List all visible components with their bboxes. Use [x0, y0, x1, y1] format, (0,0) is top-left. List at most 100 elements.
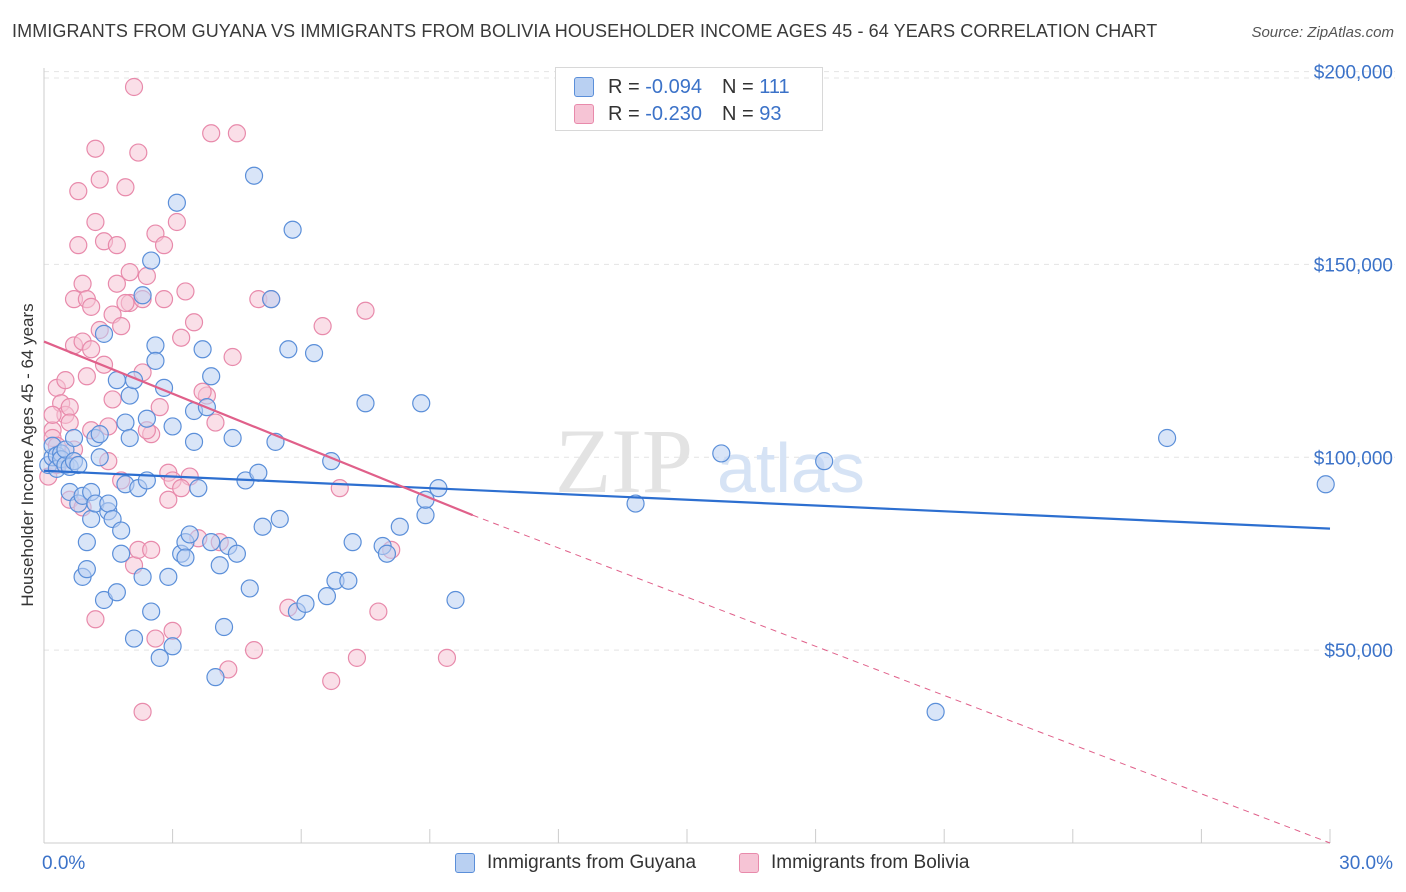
bolivia-point [206, 413, 225, 432]
bolivia-point [244, 641, 264, 660]
legend-label-guyana: Immigrants from Guyana [487, 852, 697, 873]
bolivia-point [60, 398, 79, 417]
bolivia-point [176, 282, 195, 301]
guyana-point [343, 533, 362, 552]
guyana-point [163, 637, 182, 656]
x-tick-label-max: 30.0% [1339, 853, 1393, 874]
guyana-point [202, 367, 221, 386]
r-label: R = [608, 75, 640, 98]
bolivia-point [227, 124, 246, 143]
guyana-point [124, 629, 144, 648]
trend-lines [43, 340, 1331, 844]
r-value: -0.230 [645, 102, 702, 125]
bolivia-point [202, 124, 221, 143]
guyana-point [210, 556, 229, 575]
guyana-point [180, 525, 199, 544]
guyana-point [159, 567, 178, 586]
n-label: N = [721, 75, 754, 98]
legend-label-bolivia: Immigrants from Bolivia [771, 852, 970, 873]
guyana-point [137, 409, 156, 428]
guyana-point [82, 509, 101, 529]
guyana-point [270, 509, 289, 529]
guyana-point [283, 220, 302, 239]
x-tick-labels: 0.0% 30.0% [42, 853, 1393, 874]
guyana-legend-swatch [455, 853, 475, 873]
bolivia-point [73, 274, 92, 293]
bolivia-point [90, 170, 109, 189]
guyana-point [412, 394, 431, 413]
guyana-point [107, 583, 126, 602]
bolivia-point [184, 313, 204, 332]
guyana-point [202, 533, 221, 552]
bolivia-point [223, 347, 242, 367]
legend-stats-row-bolivia: R = -0.230 N = 93 [574, 101, 781, 127]
guyana-point [69, 455, 88, 475]
bolivia-point [69, 236, 88, 255]
guyana-point [146, 336, 165, 355]
y-tick-label: $150,000 [1314, 255, 1393, 276]
bolivia-point [69, 182, 88, 201]
bolivia-point [133, 702, 152, 721]
legend-stats: R = -0.094 N = 111 R = -0.230 N = 93 [555, 67, 823, 131]
y-tick-labels: $50,000 $100,000 $150,000 $200,000 [1314, 63, 1393, 663]
bolivia-point [356, 301, 375, 320]
guyana-point [240, 579, 259, 598]
bolivia-point [116, 293, 135, 313]
guyana-point [206, 668, 225, 687]
bolivia-point [163, 621, 182, 640]
bolivia-swatch [574, 104, 594, 124]
gridlines [44, 71, 1395, 651]
n-value: 93 [759, 102, 782, 125]
bolivia-point [86, 610, 105, 629]
guyana-point [339, 571, 358, 590]
guyana-point [626, 494, 645, 513]
chart-source: Source: ZipAtlas.com [1251, 24, 1394, 41]
guyana-point [1316, 475, 1335, 494]
guyana-point [390, 517, 409, 536]
bolivia-point [172, 328, 191, 347]
guyana-swatch [574, 77, 594, 97]
guyana-point [262, 290, 281, 309]
guyana-point [99, 494, 118, 513]
guyana-point [176, 548, 195, 567]
guyana-point [189, 479, 208, 498]
bolivia-point [137, 266, 156, 286]
bolivia-point [86, 139, 105, 158]
legend-item-guyana[interactable]: Immigrants from Guyana [455, 852, 696, 874]
legend-item-bolivia[interactable]: Immigrants from Bolivia [739, 852, 970, 874]
bolivia-point [124, 77, 144, 97]
guyana-point [356, 394, 375, 413]
guyana-point [184, 432, 204, 451]
bolivia-point [322, 671, 341, 691]
guyana-point [712, 444, 731, 463]
guyana-point [317, 587, 337, 606]
series-bolivia-points [39, 77, 457, 721]
legend-stats-row-guyana: R = -0.094 N = 111 [574, 74, 790, 100]
guyana-point [1158, 428, 1177, 448]
guyana-point [214, 617, 234, 637]
guyana-point [112, 521, 131, 540]
guyana-point [116, 413, 135, 432]
guyana-point [142, 602, 161, 621]
guyana-point [90, 425, 109, 444]
guyana-point [77, 560, 96, 579]
series-guyana-points [39, 166, 1335, 721]
n-label: N = [721, 102, 754, 125]
guyana-point [227, 544, 246, 563]
bolivia-point [172, 479, 191, 498]
guyana-point [77, 533, 96, 552]
guyana-point [94, 324, 114, 343]
guyana-point [193, 340, 212, 359]
guyana-point [253, 517, 272, 536]
bolivia-point [347, 648, 367, 667]
bolivia-point [313, 317, 332, 336]
bolivia-point [103, 390, 122, 409]
guyana-point [416, 506, 435, 525]
guyana-point [304, 344, 324, 363]
bolivia-point [82, 340, 101, 359]
y-tick-label: $200,000 [1314, 63, 1393, 84]
bolivia-point [146, 629, 165, 648]
guyana-point [133, 286, 152, 305]
x-tick-label-min: 0.0% [42, 853, 85, 874]
